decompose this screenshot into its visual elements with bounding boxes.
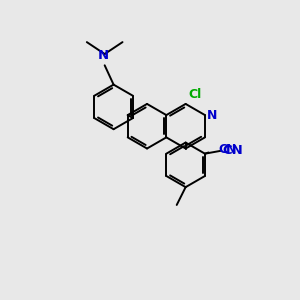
- Text: N: N: [226, 143, 237, 156]
- Text: N: N: [98, 49, 109, 62]
- Text: C: C: [218, 143, 227, 156]
- Text: Cl: Cl: [188, 88, 201, 101]
- Text: CN: CN: [223, 144, 244, 157]
- Text: N: N: [207, 109, 218, 122]
